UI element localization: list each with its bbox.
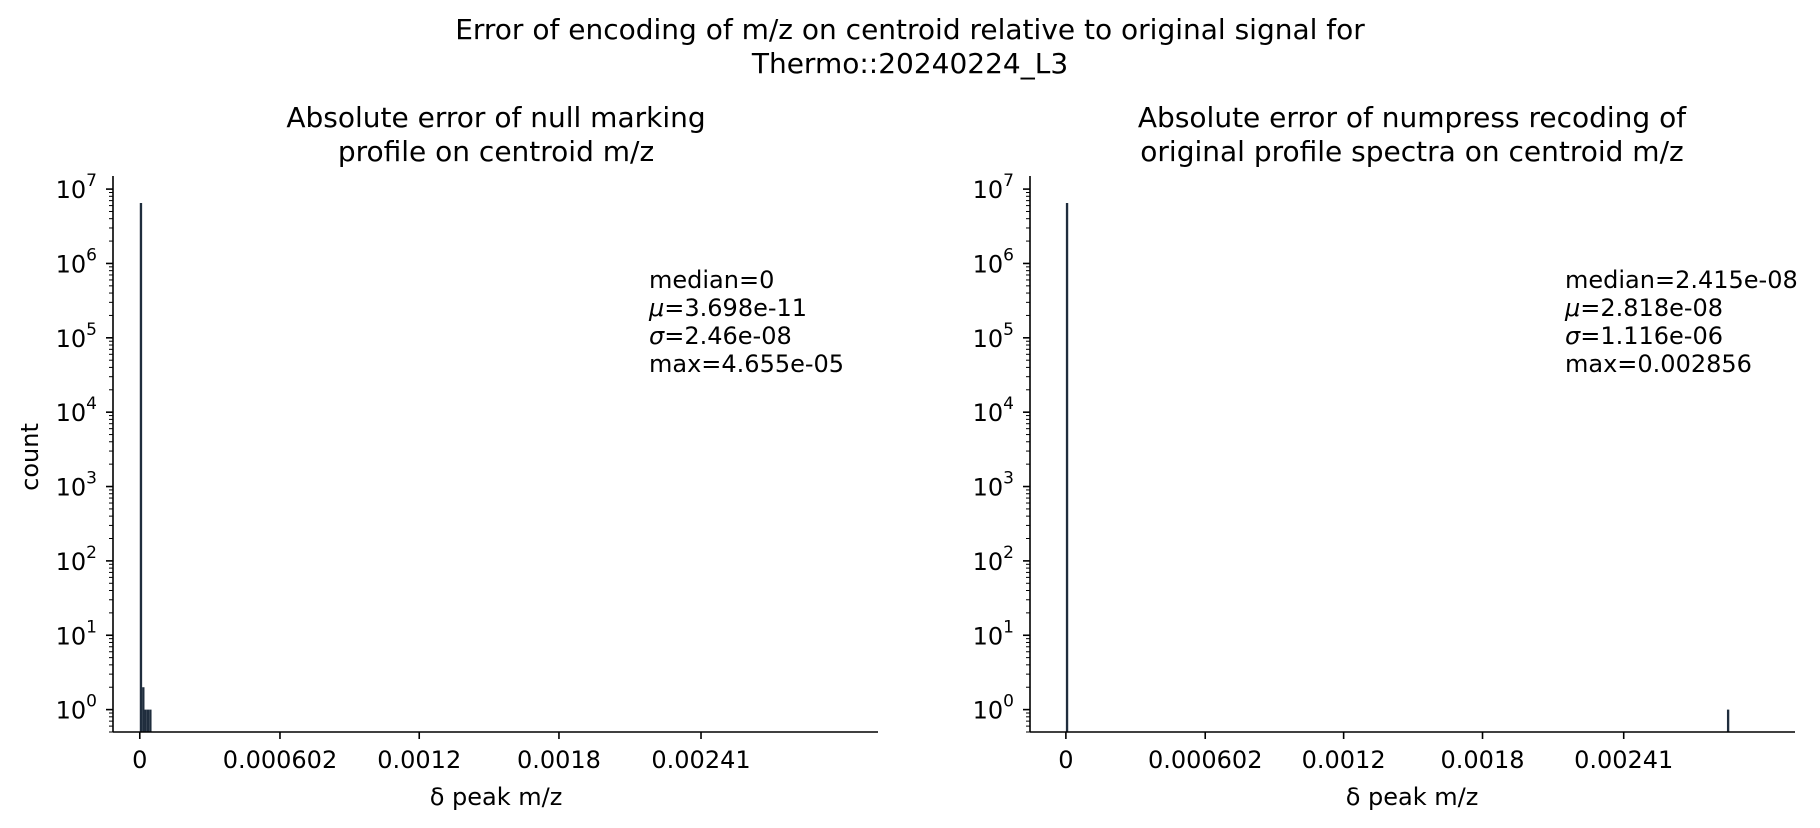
x-tick-label: 0.0018 — [1441, 746, 1525, 774]
y-tick-label: 101 — [56, 617, 97, 650]
x-tick-label: 0.0012 — [377, 746, 461, 774]
stat-sigma: σ=1.116e-06 — [1565, 322, 1723, 350]
panel-null-marking: Absolute error of null marking profile o… — [16, 101, 878, 811]
y-tick-label: 102 — [56, 543, 97, 576]
bars — [139, 203, 152, 732]
stat-max: max=0.002856 — [1565, 350, 1752, 378]
bars — [1065, 203, 1730, 732]
suptitle-line-1: Error of encoding of m/z on centroid rel… — [455, 13, 1365, 46]
y-tick-label: 106 — [973, 245, 1014, 278]
stats-box: median=0 μ=3.698e-11 σ=2.46e-08 max=4.65… — [648, 266, 844, 378]
x-tick-label: 0 — [132, 746, 147, 774]
y-axis-label: count — [16, 423, 44, 491]
x-tick-label: 0.0018 — [517, 746, 601, 774]
panel-numpress-recoding: Absolute error of numpress recoding of o… — [973, 101, 1798, 811]
panel-title-line-1: Absolute error of numpress recoding of — [1138, 101, 1687, 134]
y-tick-label: 102 — [973, 543, 1014, 576]
y-tick-label: 100 — [973, 692, 1014, 725]
x-axis-label: δ peak m/z — [430, 783, 563, 811]
x-tick-label: 0.000602 — [223, 746, 338, 774]
histogram-bar-3 — [146, 709, 150, 732]
y-tick-label: 103 — [973, 469, 1014, 502]
x-tick-label: 0.0012 — [1302, 746, 1386, 774]
histogram-bar-0 — [1065, 203, 1069, 732]
histogram-bar-1 — [142, 687, 145, 732]
y-tick-label: 106 — [56, 245, 97, 278]
x-ticks: 0 0.000602 0.0012 0.0018 0.00241 — [132, 732, 751, 774]
histogram-bar-2 — [144, 709, 147, 732]
y-tick-label: 105 — [56, 320, 97, 353]
y-tick-label: 107 — [973, 171, 1014, 204]
x-tick-label: 0.000602 — [1148, 746, 1263, 774]
stat-median: median=0 — [649, 266, 774, 294]
stat-median: median=2.415e-08 — [1565, 266, 1798, 294]
stat-sigma: σ=2.46e-08 — [649, 322, 792, 350]
panel-title-line-1: Absolute error of null marking — [286, 101, 705, 134]
suptitle-line-2: Thermo::20240224_L3 — [751, 47, 1068, 80]
histogram-bar-1 — [1726, 709, 1730, 732]
y-ticks: 100 101 102 103 104 105 106 107 — [973, 171, 1030, 733]
y-tick-label: 103 — [56, 469, 97, 502]
x-tick-label: 0 — [1058, 746, 1073, 774]
stat-mean: μ=2.818e-08 — [1564, 294, 1723, 322]
y-ticks: 100 101 102 103 104 105 106 107 — [56, 171, 113, 733]
x-ticks: 0 0.000602 0.0012 0.0018 0.00241 — [1058, 732, 1673, 774]
panel-title-line-2: original profile spectra on centroid m/z — [1140, 135, 1683, 168]
y-tick-label: 104 — [56, 394, 97, 427]
histogram-bar-4 — [149, 709, 152, 732]
stats-box: median=2.415e-08 μ=2.818e-08 σ=1.116e-06… — [1564, 266, 1798, 378]
y-tick-label: 107 — [56, 171, 97, 204]
panel-title-line-2: profile on centroid m/z — [338, 135, 654, 168]
stat-max: max=4.655e-05 — [649, 350, 844, 378]
y-tick-label: 105 — [973, 320, 1014, 353]
y-tick-label: 101 — [973, 617, 1014, 650]
histogram-bar-0 — [139, 203, 143, 732]
x-axis-label: δ peak m/z — [1346, 783, 1479, 811]
stat-mean: μ=3.698e-11 — [648, 294, 807, 322]
x-tick-label: 0.00241 — [1574, 746, 1673, 774]
y-tick-label: 100 — [56, 692, 97, 725]
y-tick-label: 104 — [973, 394, 1014, 427]
x-tick-label: 0.00241 — [651, 746, 750, 774]
